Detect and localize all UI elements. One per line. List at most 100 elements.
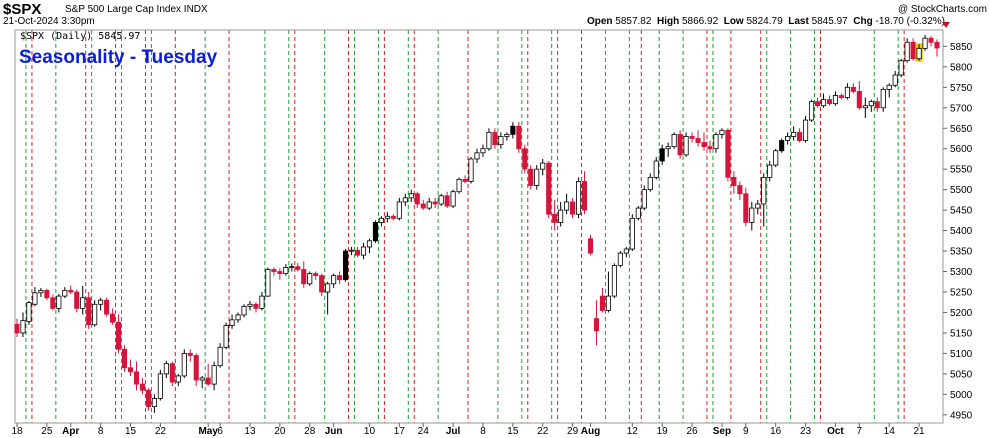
candle-body — [38, 289, 44, 294]
candle-body — [223, 325, 229, 348]
candle-body — [235, 314, 241, 321]
candle-body — [803, 119, 809, 141]
candle-body — [677, 133, 683, 156]
candle-body — [564, 201, 570, 211]
last-label: Last — [788, 16, 809, 27]
candle-body — [181, 353, 187, 377]
candles — [14, 34, 940, 413]
x-tick-label: 6 — [217, 426, 223, 437]
x-tick-label: 21 — [914, 426, 926, 437]
x-tick-label: 8 — [98, 426, 104, 437]
candle-body — [354, 249, 361, 256]
candle-body — [337, 275, 343, 281]
candle-body — [528, 168, 534, 186]
candle-body — [665, 146, 671, 150]
candle-body — [116, 321, 122, 350]
timestamp: 21-Oct-2024 3:30pm — [3, 16, 95, 27]
candle-body — [390, 215, 396, 219]
candle-body — [916, 48, 922, 60]
candle-body — [510, 125, 516, 135]
candle-body — [127, 367, 134, 373]
candle-body — [450, 191, 456, 207]
candle-body — [922, 37, 928, 49]
candle-body — [265, 269, 271, 297]
y-tick-label: 5000 — [950, 390, 973, 401]
candle-body — [820, 99, 827, 107]
x-tick-label: Apr — [62, 426, 79, 437]
y-tick-label: 5600 — [950, 144, 973, 155]
y-tick-label: 5350 — [950, 247, 973, 258]
seasonality-lines — [25, 30, 905, 423]
candle-body — [671, 133, 677, 148]
candle-body — [492, 131, 498, 146]
candle-body — [761, 176, 767, 205]
x-tick-label: 25 — [41, 426, 53, 437]
candle-body — [593, 318, 600, 332]
candle-body — [402, 197, 408, 203]
candle-body — [886, 84, 892, 90]
candle-body — [581, 181, 588, 211]
x-tick-label: May — [198, 426, 218, 437]
candle-body — [844, 86, 850, 98]
candle-body — [151, 398, 157, 408]
candle-body — [62, 289, 68, 297]
candle-body — [683, 136, 689, 156]
candle-body — [360, 246, 367, 256]
candle-body — [68, 289, 74, 293]
candle-body — [838, 95, 844, 98]
candle-body — [540, 162, 546, 170]
y-tick-label: 5450 — [950, 206, 973, 217]
candle-body — [408, 193, 414, 199]
x-tick-label: 9 — [743, 426, 749, 437]
candle-body — [874, 101, 880, 109]
candle-body — [277, 271, 283, 274]
x-tick-label: 13 — [244, 426, 256, 437]
candle-body — [504, 133, 510, 137]
candle-body — [647, 176, 653, 191]
candle-body — [205, 377, 211, 385]
symbol: $SPX — [3, 1, 42, 18]
candle-body — [259, 295, 265, 309]
candle-body — [755, 203, 761, 209]
ohlc-readout: Open 5857.82 High 5866.92 Low 5824.79 La… — [587, 16, 945, 27]
candle-body — [695, 138, 701, 143]
candle-body — [587, 238, 594, 254]
x-tick-label: 14 — [884, 426, 896, 437]
series-label: $SPX (Daily) 5845.97 — [20, 31, 140, 42]
x-tick-label: 19 — [657, 426, 669, 437]
candle-body — [725, 129, 731, 178]
index-name: S&P 500 Large Cap Index INDX — [65, 4, 208, 15]
x-tick-label: Oct — [827, 426, 844, 437]
x-tick-label: 29 — [567, 426, 579, 437]
x-tick-label: 16 — [770, 426, 782, 437]
candle-body — [617, 252, 623, 266]
candle-body — [313, 273, 319, 277]
candle-body — [50, 297, 56, 309]
y-tick-label: 5050 — [950, 369, 973, 380]
candle-body — [110, 313, 116, 323]
candle-body — [713, 133, 719, 150]
candle-body — [498, 136, 504, 146]
candle-body — [552, 213, 558, 223]
candle-body — [785, 136, 791, 141]
candle-body — [719, 129, 725, 135]
candle-body — [868, 101, 874, 107]
candle-body — [910, 41, 916, 60]
candle-body — [80, 297, 86, 309]
candle-body — [767, 164, 773, 178]
candle-body — [44, 289, 50, 299]
candle-body — [20, 320, 26, 334]
low-label: Low — [723, 16, 744, 27]
y-tick-label: 5550 — [950, 165, 973, 176]
candle-body — [689, 136, 695, 139]
candle-body — [169, 363, 175, 383]
x-tick-label: Aug — [581, 426, 600, 437]
candle-body — [86, 297, 92, 326]
candle-body — [486, 131, 492, 150]
chart-title: Seasonality - Tuesday — [19, 47, 218, 68]
candle-body — [623, 248, 629, 254]
candle-body — [325, 283, 331, 293]
candle-body — [832, 95, 838, 105]
candle-body — [797, 131, 803, 141]
x-tick-label: 10 — [364, 426, 376, 437]
